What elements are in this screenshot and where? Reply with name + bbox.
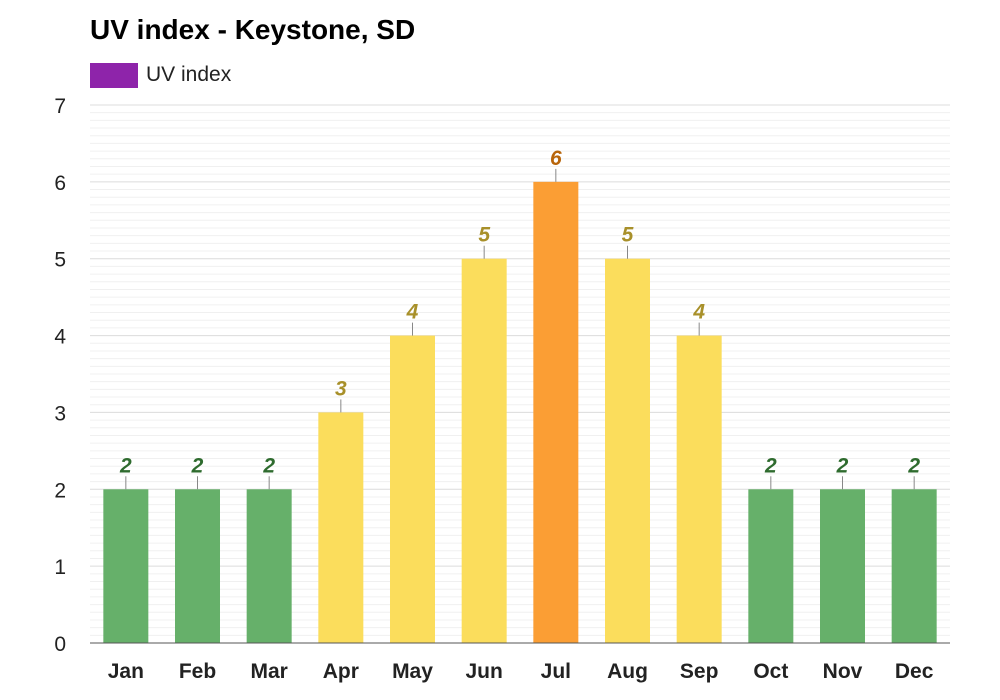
bar [533,181,579,643]
x-tick-label: May [392,660,433,683]
y-tick-label: 6 [54,172,66,195]
x-tick-label: Apr [323,660,359,683]
y-tick-label: 2 [54,479,66,502]
data-label: 2 [836,454,849,477]
bars [103,181,937,643]
y-tick-label: 4 [54,326,66,349]
bar [820,489,865,643]
data-label: 5 [478,224,490,247]
y-tick-label: 5 [54,249,66,272]
bar [461,258,507,643]
x-axis: Jan Feb Mar Apr May Jun Jul Aug Sep Oct Nov Dec [90,642,950,683]
data-label: 6 [550,147,562,170]
data-label: 2 [191,454,204,477]
legend-swatch [90,62,138,88]
data-label: 5 [622,224,634,247]
y-tick-label: 7 [54,95,66,118]
x-tick-label: Oct [753,660,788,683]
bar [748,489,794,643]
x-tick-label: Sep [680,660,719,683]
data-label: 3 [335,377,347,400]
x-tick-label: Mar [250,660,287,683]
x-tick-label: Dec [895,660,934,683]
bar [605,258,650,643]
bar [246,489,292,643]
bar [891,489,937,643]
data-label: 2 [119,454,132,477]
data-label: 2 [262,454,275,477]
data-label: 2 [907,454,920,477]
bar [390,335,435,643]
x-tick-label: Feb [179,660,216,683]
bar [676,335,722,643]
data-label: 2 [764,454,777,477]
x-tick-label: Jul [541,660,571,683]
y-tick-label: 1 [54,556,66,579]
grid-lines [90,104,950,636]
legend-label: UV index [146,63,232,86]
bar [103,489,149,643]
x-tick-label: Jun [465,660,502,683]
chart-title: UV index - Keystone, SD [90,14,416,45]
y-axis: 0 1 2 3 4 5 6 7 [54,95,66,656]
x-tick-label: Nov [823,660,863,683]
data-labels: 2 2 2 3 4 5 6 5 4 2 2 2 [119,147,920,490]
data-label: 4 [406,301,419,324]
y-tick-label: 0 [54,633,66,656]
x-tick-label: Aug [607,660,648,683]
data-label: 4 [692,301,705,324]
bar [175,489,220,643]
y-tick-label: 3 [54,402,66,425]
bar [318,412,364,643]
legend: UV index [90,62,231,88]
x-tick-label: Jan [108,660,144,683]
